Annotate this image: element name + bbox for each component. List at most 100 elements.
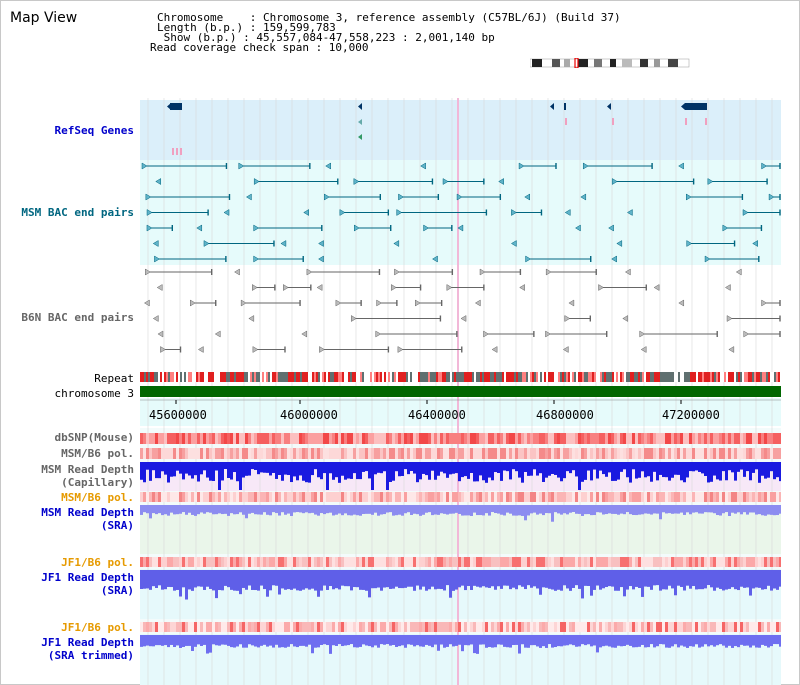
refseq-gene-arrow bbox=[167, 103, 171, 110]
heat-cell bbox=[485, 557, 488, 567]
depth-bar bbox=[257, 570, 260, 591]
refseq-gene[interactable] bbox=[172, 148, 174, 155]
heat-cell bbox=[518, 448, 521, 459]
repeat-block bbox=[722, 372, 724, 382]
jf1-read-depth-trimmed-bars[interactable] bbox=[140, 635, 781, 654]
heat-cell bbox=[401, 448, 404, 459]
depth-bar bbox=[140, 570, 143, 589]
msm-bac-pair-end bbox=[582, 162, 589, 170]
genome-track-canvas[interactable]: 45600000 46000000 46400000 46800000 4720… bbox=[140, 98, 781, 685]
heat-cell bbox=[773, 433, 776, 444]
msm-read-depth-sra-bars[interactable] bbox=[140, 505, 781, 522]
chromosome-ideogram[interactable] bbox=[529, 53, 690, 69]
depth-bar bbox=[581, 635, 584, 645]
heat-cell bbox=[683, 433, 686, 444]
repeat-track[interactable] bbox=[140, 372, 781, 382]
jf1-read-depth-sra-bars[interactable] bbox=[140, 570, 781, 600]
b6n-bac-end-pairs[interactable] bbox=[143, 268, 781, 353]
heat-cell bbox=[665, 433, 668, 444]
heat-cell bbox=[749, 433, 752, 444]
depth-bar bbox=[746, 505, 749, 515]
heat-cell bbox=[188, 557, 191, 567]
depth-bar bbox=[218, 462, 221, 490]
msm-read-depth-capillary-bars[interactable] bbox=[140, 462, 781, 490]
track-label-jf1-b6-pol-2[interactable]: JF1/B6 pol. bbox=[61, 621, 134, 634]
heat-cell bbox=[752, 622, 755, 632]
refseq-gene[interactable] bbox=[358, 103, 362, 110]
heat-cell bbox=[596, 492, 599, 502]
depth-bar bbox=[584, 462, 587, 480]
refseq-gene[interactable] bbox=[612, 118, 614, 125]
heat-cell bbox=[350, 433, 353, 444]
track-label-jf1-b6-pol-1[interactable]: JF1/B6 pol. bbox=[61, 556, 134, 569]
refseq-gene[interactable] bbox=[358, 119, 362, 125]
depth-bar bbox=[428, 505, 431, 513]
track-label-b6n-bac[interactable]: B6N BAC end pairs bbox=[21, 311, 134, 324]
depth-bar bbox=[569, 635, 572, 645]
msm-b6-pol-heatmap-2[interactable] bbox=[140, 492, 781, 502]
track-label-refseq[interactable]: RefSeq Genes bbox=[54, 124, 134, 137]
refseq-gene[interactable] bbox=[180, 148, 182, 155]
refseq-gene[interactable] bbox=[685, 103, 707, 110]
heat-cell bbox=[323, 433, 326, 444]
heat-cell bbox=[239, 448, 242, 459]
refseq-gene[interactable] bbox=[685, 118, 687, 125]
heat-cell bbox=[509, 433, 512, 444]
depth-bar bbox=[278, 462, 281, 476]
repeat-block bbox=[142, 372, 144, 382]
depth-bar bbox=[605, 635, 608, 646]
refseq-gene[interactable] bbox=[607, 103, 611, 110]
track-label-jf1-read-depth-sra[interactable]: JF1 Read Depth (SRA) bbox=[41, 571, 134, 597]
repeat-block bbox=[432, 372, 434, 382]
heat-cell bbox=[590, 492, 593, 502]
refseq-gene[interactable] bbox=[565, 118, 567, 125]
heat-cell bbox=[215, 492, 218, 502]
track-label-msm-read-depth-sra[interactable]: MSM Read Depth (SRA) bbox=[41, 506, 134, 532]
track-label-msm-b6-pol-1[interactable]: MSM/B6 pol. bbox=[61, 447, 134, 460]
track-label-msm-read-depth-capillary[interactable]: MSM Read Depth (Capillary) bbox=[41, 463, 134, 489]
refseq-gene[interactable] bbox=[705, 118, 707, 125]
repeat-block bbox=[416, 372, 418, 382]
refseq-gene[interactable] bbox=[550, 103, 554, 110]
msm-bac-pair-end bbox=[420, 162, 426, 170]
refseq-gene[interactable] bbox=[564, 103, 566, 110]
heat-cell bbox=[284, 448, 287, 459]
heat-cell bbox=[278, 433, 281, 444]
depth-bar bbox=[710, 570, 713, 588]
refseq-gene[interactable] bbox=[358, 134, 362, 140]
depth-bar bbox=[638, 635, 641, 647]
repeat-block bbox=[362, 372, 364, 382]
refseq-genes[interactable] bbox=[167, 103, 707, 155]
jf1-b6-pol-heatmap-1[interactable] bbox=[140, 557, 781, 567]
heat-cell bbox=[263, 492, 266, 502]
heat-cell bbox=[440, 492, 443, 502]
track-label-dbsnp[interactable]: dbSNP(Mouse) bbox=[54, 431, 134, 444]
depth-bar bbox=[419, 635, 422, 647]
heat-cell bbox=[275, 622, 278, 632]
heat-cell bbox=[542, 433, 545, 444]
track-label-msm-bac[interactable]: MSM BAC end pairs bbox=[21, 206, 134, 219]
depth-bar bbox=[674, 570, 677, 596]
heat-cell bbox=[143, 622, 146, 632]
refseq-gene[interactable] bbox=[170, 103, 182, 110]
depth-bar bbox=[620, 505, 623, 514]
depth-bar bbox=[257, 462, 260, 475]
depth-bar bbox=[671, 505, 674, 514]
depth-bar bbox=[215, 462, 218, 471]
b6n-bac-pair-end bbox=[460, 315, 467, 322]
depth-bar bbox=[383, 505, 386, 515]
jf1-b6-pol-heatmap-2[interactable] bbox=[140, 622, 781, 632]
track-label-msm-b6-pol-2[interactable]: MSM/B6 pol. bbox=[61, 491, 134, 504]
track-label-repeat[interactable]: Repeat bbox=[94, 372, 134, 385]
heat-cell bbox=[227, 433, 230, 444]
refseq-gene[interactable] bbox=[176, 148, 178, 155]
heat-cell bbox=[533, 492, 536, 502]
heat-cell bbox=[371, 622, 374, 632]
msm-bac-end-pairs[interactable] bbox=[141, 162, 781, 263]
heat-cell bbox=[368, 492, 371, 502]
dbsnp-heatmap[interactable] bbox=[140, 433, 781, 444]
heat-cell bbox=[212, 557, 215, 567]
heat-cell bbox=[611, 433, 614, 444]
msm-b6-pol-heatmap-1[interactable] bbox=[140, 448, 781, 459]
track-label-jf1-read-depth-trimmed[interactable]: JF1 Read Depth (SRA trimmed) bbox=[41, 636, 134, 662]
